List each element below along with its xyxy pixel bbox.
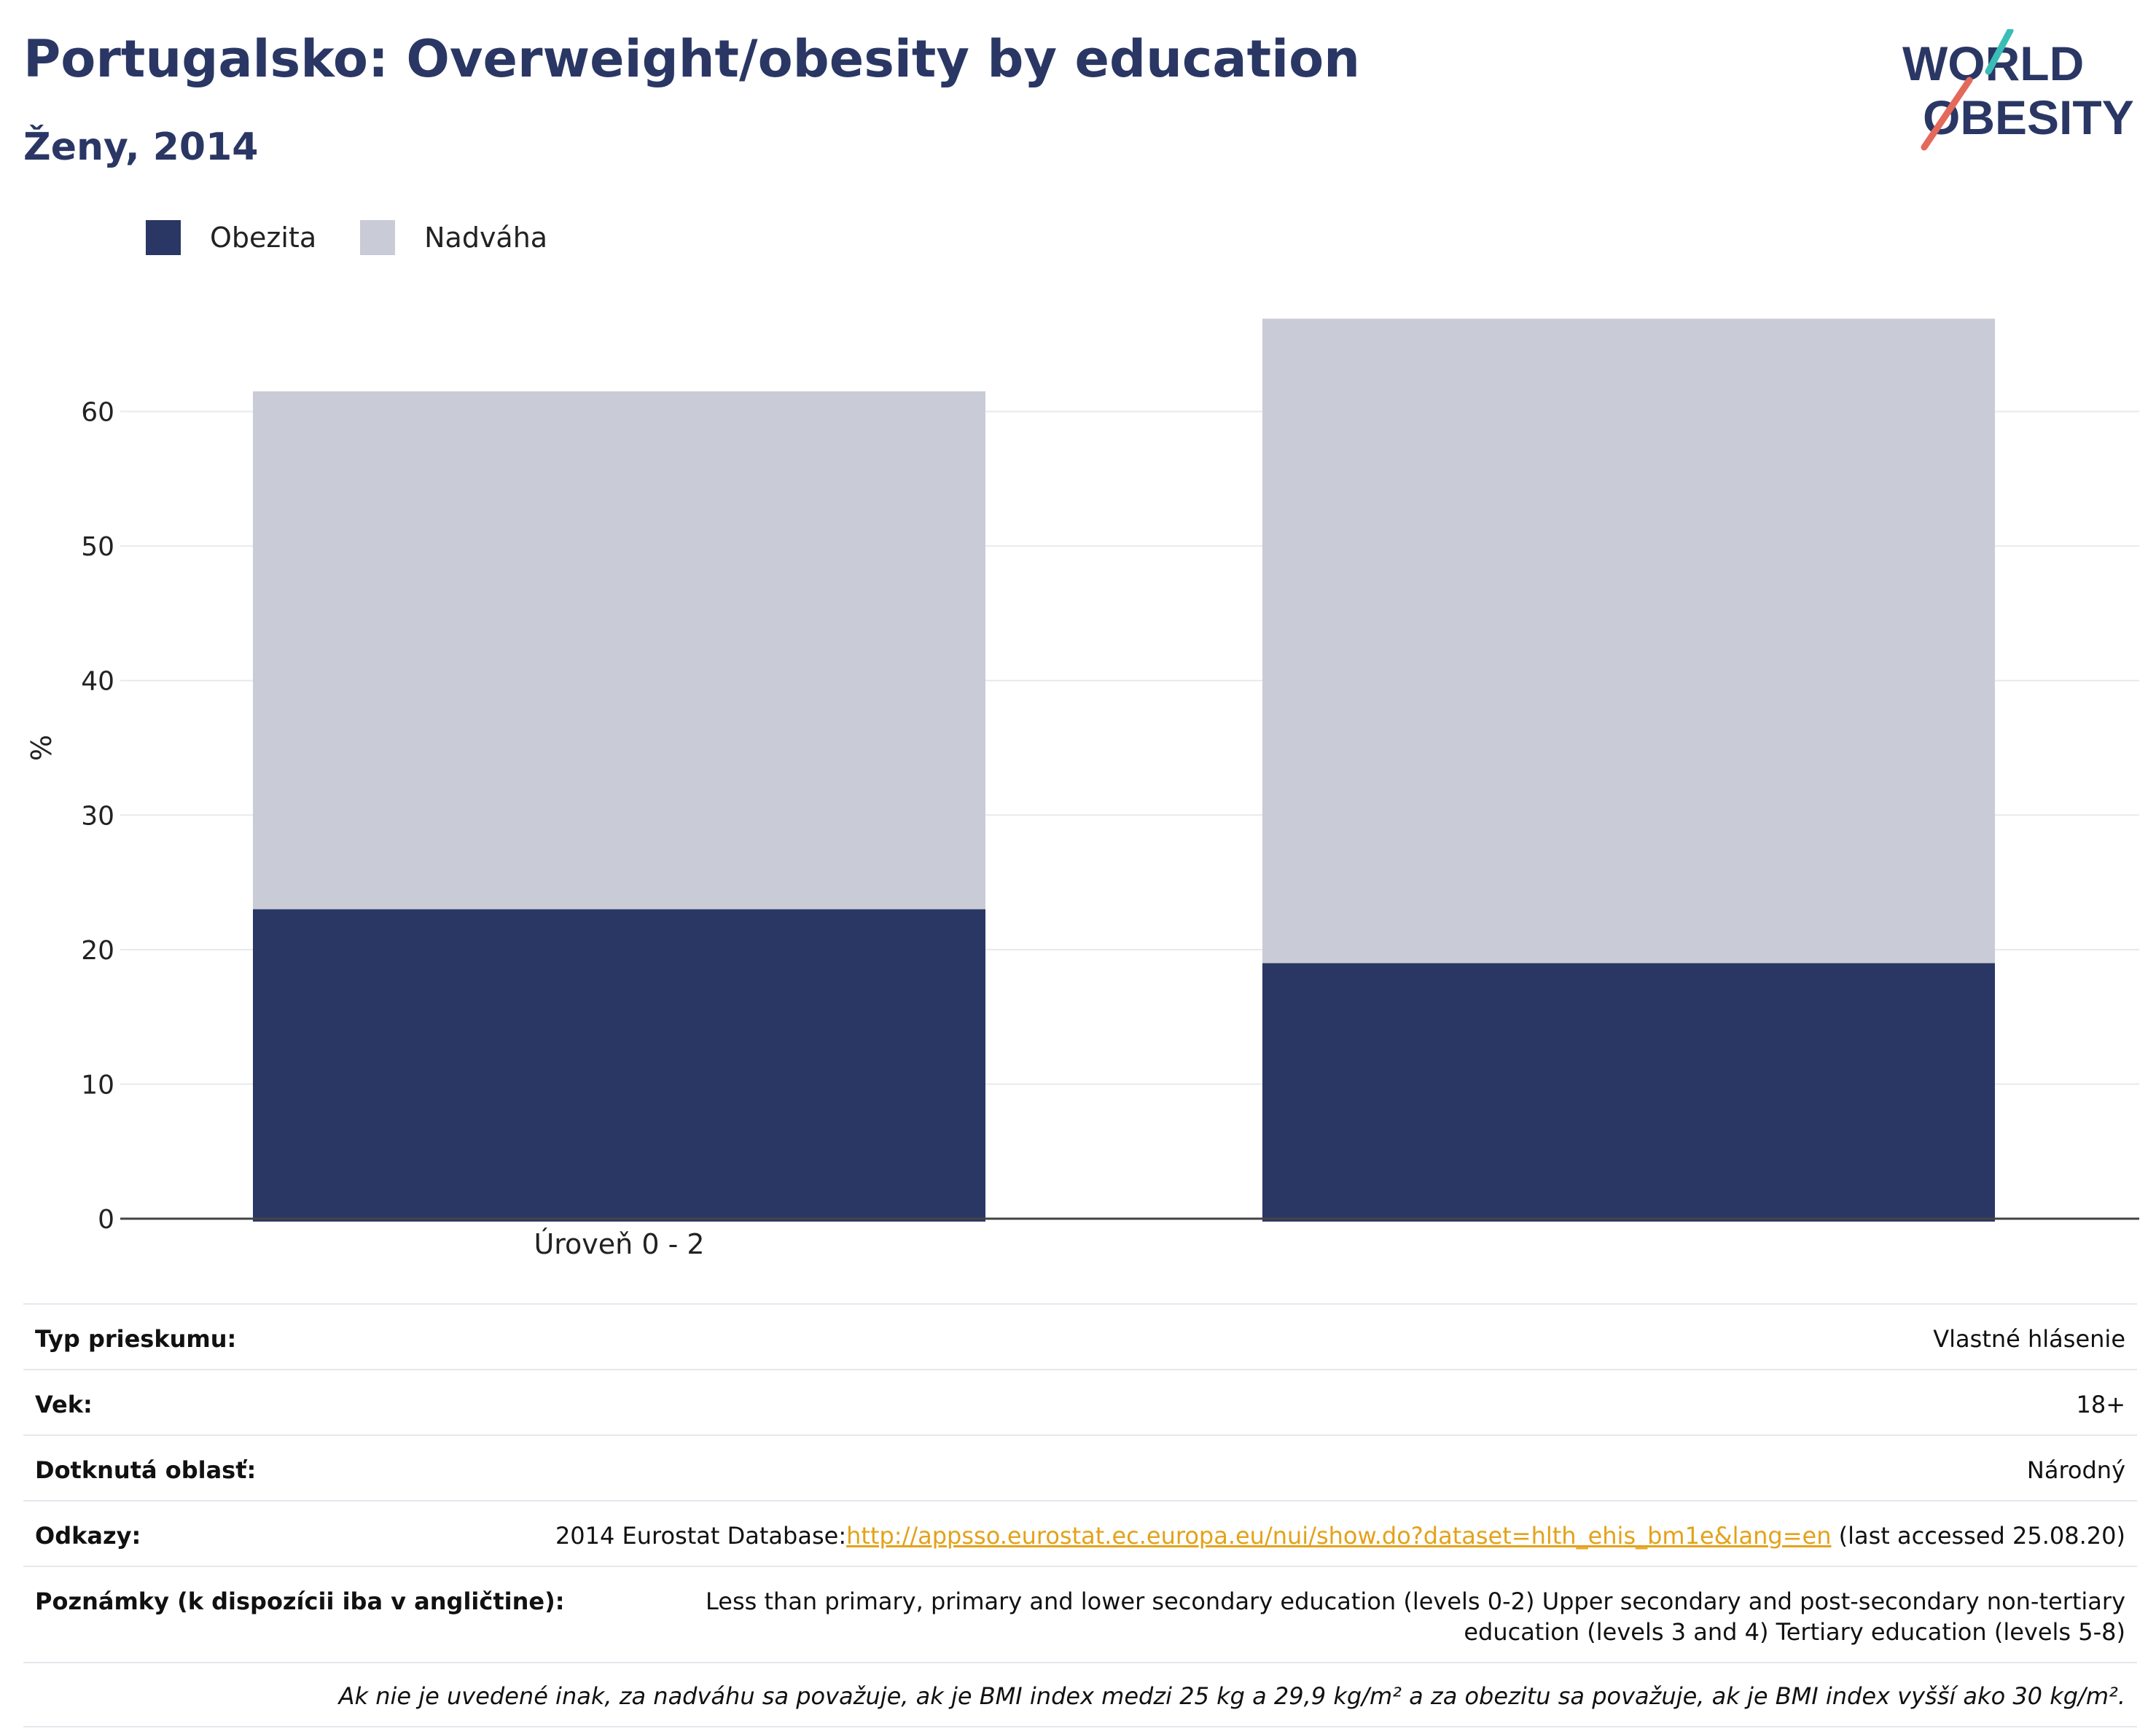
info-row-age: Vek: 18+	[23, 1369, 2137, 1434]
info-value: Národný	[2026, 1456, 2125, 1484]
y-axis-label: %	[26, 735, 58, 761]
info-label: Typ prieskumu:	[35, 1325, 237, 1353]
legend-swatch-overweight	[360, 220, 396, 255]
y-tick-label: 50	[81, 532, 114, 562]
info-label: Odkazy:	[35, 1522, 141, 1550]
x-tick-label: Úroveň 0 - 2	[534, 1228, 704, 1260]
legend-label-obesity: Obezita	[210, 222, 317, 254]
bmi-footnote: Ak nie je uvedené inak, za nadváhu sa po…	[23, 1662, 2137, 1727]
info-row-survey-type: Typ prieskumu: Vlastné hlásenie	[23, 1303, 2137, 1369]
bar-overweight	[253, 391, 985, 910]
y-tick-label: 30	[81, 801, 114, 831]
info-value: 2014 Eurostat Database:http://appsso.eur…	[555, 1520, 2125, 1551]
page-title: Portugalsko: Overweight/obesity by educa…	[23, 29, 1361, 89]
y-tick-label: 0	[98, 1205, 114, 1235]
page-subtitle: Ženy, 2014	[23, 125, 259, 169]
world-obesity-logo: WORLD OBESITY	[1902, 29, 2134, 151]
logo-accent-red	[1921, 77, 1973, 151]
y-tick-label: 60	[81, 398, 114, 428]
info-label: Vek:	[35, 1391, 93, 1418]
stacked-bar-chart: 0 10 20 30 40 50 60% Úroveň 0 - 2	[26, 319, 2139, 1260]
legend-item-obesity[interactable]: Obezita	[146, 220, 316, 255]
bar-obesity	[253, 909, 985, 1222]
bar-overweight	[1262, 319, 1995, 964]
info-row-area: Dotknutá oblasť: Národný	[23, 1434, 2137, 1500]
logo-accent-teal	[1985, 29, 2014, 75]
info-value: Less than primary, primary and lower sec…	[706, 1587, 2125, 1646]
chart-legend: Obezita Nadváha	[146, 216, 591, 259]
eurostat-link[interactable]: http://appsso.eurostat.ec.europa.eu/nui/…	[846, 1522, 1832, 1550]
legend-item-overweight[interactable]: Nadváha	[360, 220, 547, 255]
info-value: 18+	[2076, 1391, 2125, 1418]
reference-prefix: 2014 Eurostat Database:	[555, 1522, 847, 1550]
y-tick-label: 20	[81, 936, 114, 966]
y-tick-label: 40	[81, 667, 114, 697]
info-row-notes: Poznámky (k dispozícii iba v angličtine)…	[23, 1566, 2137, 1662]
legend-swatch-obesity	[146, 220, 181, 255]
info-table: Typ prieskumu: Vlastné hlásenie Vek: 18+…	[23, 1303, 2137, 1727]
reference-suffix: (last accessed 25.08.20)	[1831, 1522, 2125, 1550]
info-label: Poznámky (k dispozícii iba v angličtine)…	[35, 1587, 565, 1615]
info-label: Dotknutá oblasť:	[35, 1456, 257, 1484]
legend-label-overweight: Nadváha	[424, 222, 548, 254]
bar-obesity	[1262, 963, 1995, 1222]
y-tick-label: 10	[81, 1070, 114, 1100]
info-row-references: Odkazy: 2014 Eurostat Database:http://ap…	[23, 1500, 2137, 1566]
info-value: Vlastné hlásenie	[1933, 1325, 2125, 1353]
